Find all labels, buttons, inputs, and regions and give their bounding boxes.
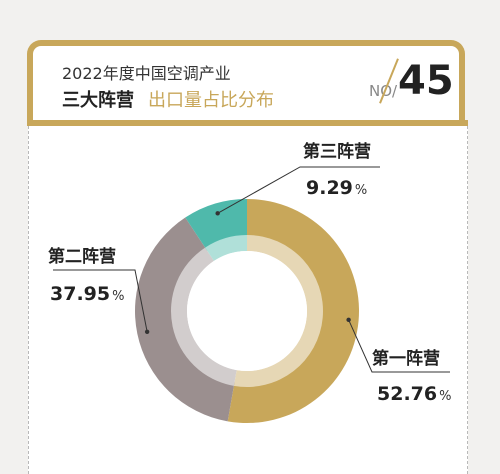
slice-label-camp-3: 第三阵营: [303, 141, 371, 162]
leader-dot-camp-1: [346, 317, 351, 323]
donut-inner-ring-camp-1: [233, 235, 323, 387]
slice-value-camp-2: 37.95%: [50, 283, 124, 305]
leader-dot-camp-2: [144, 329, 150, 334]
donut-slice-camp-1: [227, 199, 359, 423]
slice-value-camp-1: 52.76%: [377, 383, 451, 405]
slice-label-camp-1: 第一阵营: [372, 348, 440, 369]
donut-inner-ring-camp-2: [170, 247, 237, 386]
donut-inner-ring-camp-3: [205, 235, 247, 261]
page-title-accent: 出口量占比分布: [148, 90, 274, 111]
leader-line-camp-1: [348, 319, 450, 373]
donut-slice-camp-2: [134, 217, 235, 422]
issue-number: 45: [398, 58, 454, 104]
leader-line-camp-2: [53, 269, 148, 332]
leader-line-camp-3: [217, 166, 380, 214]
report-subtitle: 2022年度中国空调产业: [62, 64, 231, 83]
header-divider: [28, 120, 468, 126]
page-title: 三大阵营: [62, 90, 134, 111]
header-card: [27, 40, 465, 126]
slice-label-camp-2: 第二阵营: [48, 246, 116, 267]
leader-dot-camp-3: [215, 211, 220, 216]
slice-value-camp-3: 9.29%: [306, 177, 367, 199]
donut-center: [187, 251, 307, 371]
